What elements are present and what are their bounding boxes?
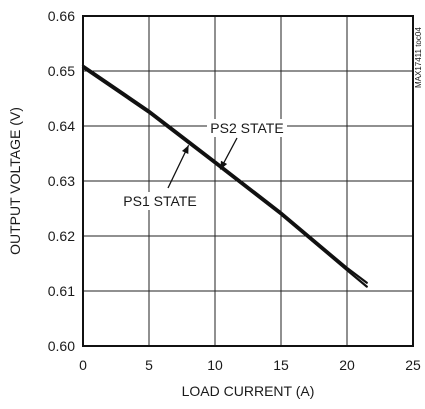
x-tick-label: 0 bbox=[79, 357, 87, 373]
x-tick-label: 10 bbox=[207, 357, 223, 373]
x-tick-label: 25 bbox=[405, 357, 421, 373]
figure-code: MAX17411 toc04 bbox=[414, 27, 423, 88]
annotations: PS2 STATE PS1 STATE bbox=[118, 119, 287, 210]
annotation-label: PS1 STATE bbox=[123, 193, 196, 209]
x-tick-label: 20 bbox=[339, 357, 355, 373]
y-axis-label: OUTPUT VOLTAGE (V) bbox=[7, 107, 23, 255]
series-line-0 bbox=[81, 64, 368, 284]
annotation-arrowhead bbox=[181, 145, 189, 154]
tick-labels: 0 5 10 15 20 25 0.60 0.61 0.62 0.63 0.64 0.65 0.66 bbox=[48, 8, 421, 373]
y-tick-label: 0.66 bbox=[48, 8, 75, 24]
x-tick-label: 15 bbox=[273, 357, 289, 373]
annotation-label: PS2 STATE bbox=[210, 120, 283, 136]
annotation-bg bbox=[207, 119, 287, 137]
series-line-1 bbox=[81, 66, 368, 288]
plot-frame bbox=[82, 15, 414, 347]
x-tick-label: 5 bbox=[145, 357, 153, 373]
y-tick-label: 0.63 bbox=[48, 173, 75, 189]
grid bbox=[83, 16, 413, 346]
y-tick-label: 0.60 bbox=[48, 338, 75, 354]
x-axis-label: LOAD CURRENT (A) bbox=[182, 383, 315, 399]
y-tick-label: 0.61 bbox=[48, 283, 75, 299]
series-group bbox=[81, 64, 368, 288]
y-tick-label: 0.64 bbox=[48, 118, 75, 134]
annotation-arrowhead bbox=[220, 160, 228, 170]
y-tick-label: 0.62 bbox=[48, 228, 75, 244]
y-tick-label: 0.65 bbox=[48, 63, 75, 79]
annotation-bg bbox=[118, 192, 202, 210]
